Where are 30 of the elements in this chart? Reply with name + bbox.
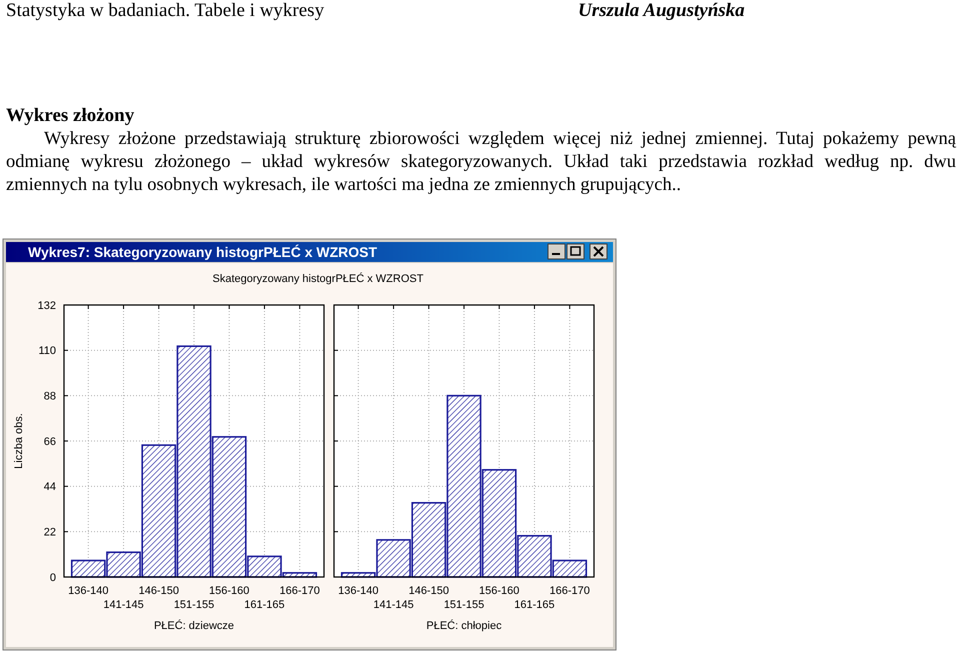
x-tick-label: 161-165: [514, 599, 555, 611]
x-tick-label: 151-155: [444, 599, 484, 611]
text: Urszula Augustyńska: [578, 0, 745, 22]
y-tick-label: 88: [44, 390, 56, 403]
x-tick-label: 156-160: [479, 585, 520, 597]
x-axis-title: PŁEĆ: chłopiec: [426, 619, 502, 632]
text: Statystyka w badaniach. Tabele i wykresy: [6, 0, 324, 22]
y-tick-label: 22: [44, 526, 56, 539]
y-tick-label: 132: [38, 300, 56, 312]
x-tick-label: 156-160: [209, 585, 250, 597]
x-tick-label: 136-140: [68, 585, 108, 597]
x-tick-label: 141-145: [103, 599, 144, 611]
y-tick-label: 44: [44, 481, 56, 494]
x-tick-label: 141-145: [373, 599, 414, 611]
chart-title: Skategoryzowany histogrPŁEĆ x WZROST: [212, 272, 424, 285]
text: Wykres7: Skategoryzowany histogrPŁEĆ x WZROST: [28, 244, 378, 260]
x-tick-label: 151-155: [174, 599, 214, 611]
x-tick-label: 136-140: [338, 585, 378, 597]
y-tick-label: 0: [50, 572, 56, 584]
x-tick-label: 166-170: [550, 585, 590, 597]
x-tick-label: 166-170: [280, 585, 320, 597]
y-tick-label: 66: [44, 436, 56, 448]
y-axis-title: Liczba obs.: [13, 413, 25, 469]
x-tick-label: 161-165: [244, 599, 285, 611]
x-tick-label: 146-150: [408, 585, 449, 597]
x-tick-label: 146-150: [138, 585, 179, 597]
text: Wykresy złożone przedstawiają strukturę zbiorowości względem więcej niż jednej zmiennej. Tutaj pokażemy pewną odmianę wykresu złożonego – układ wykresów skategoryzowanych. Układ taki przedstawia rozkład według np. dwu zmiennych na tylu osobnych wykresach, ile wartości ma jedna ze zmiennych grupujących..: [6, 128, 956, 197]
y-tick-label: 110: [38, 345, 56, 358]
x-axis-title: PŁEĆ: dziewcze: [154, 619, 234, 632]
text: Wykres złożony: [6, 105, 134, 127]
